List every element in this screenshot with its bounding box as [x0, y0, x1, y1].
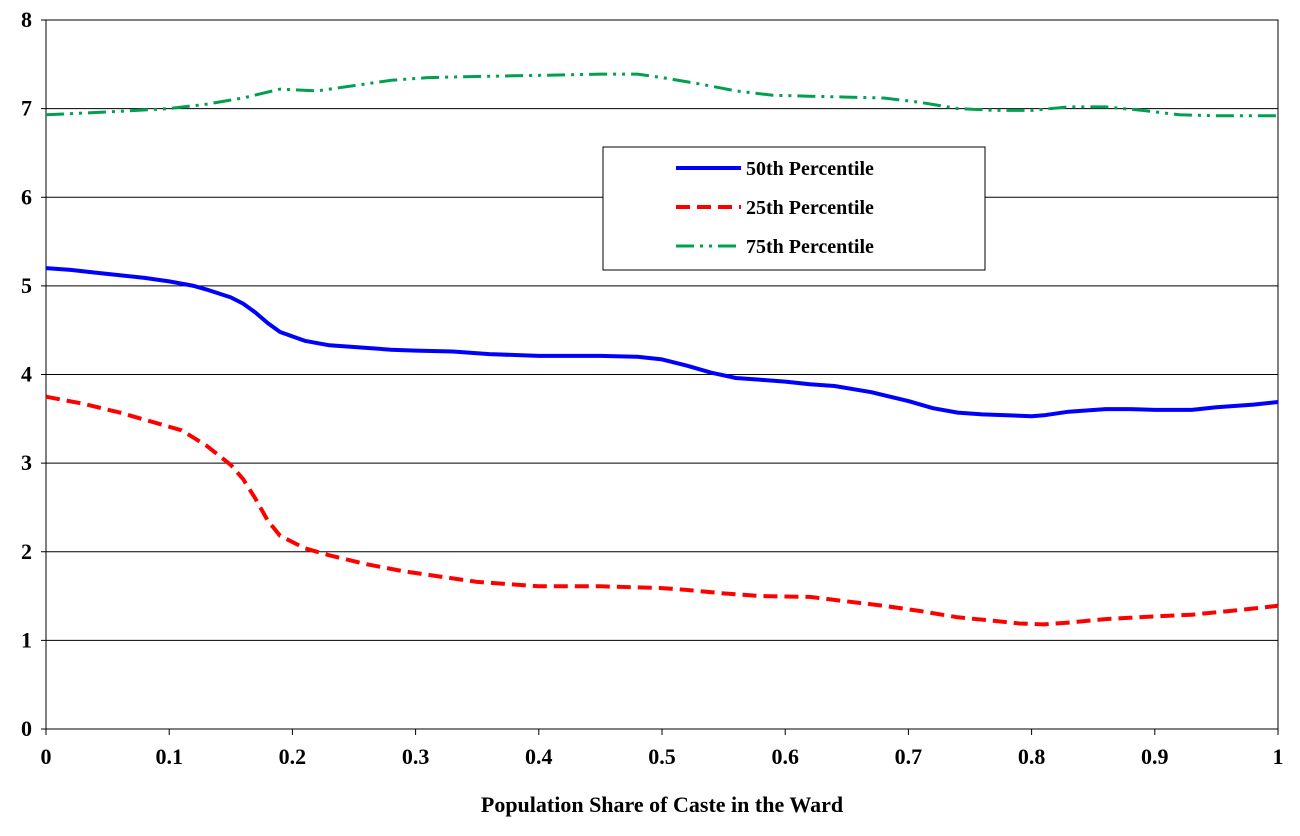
y-tick-label: 2	[21, 539, 32, 564]
legend-box	[602, 146, 986, 271]
x-tick-label: 1	[1273, 744, 1284, 769]
y-tick-label: 8	[21, 7, 32, 32]
series-line-3	[45, 72, 1278, 118]
x-tick-label: 0.4	[525, 744, 553, 769]
x-tick-label: 0.5	[648, 744, 676, 769]
legend-label-3: 75th Percentile	[746, 236, 874, 258]
y-tick-label: 5	[21, 273, 32, 298]
x-tick-label: 0.3	[402, 744, 430, 769]
x-tick-label: 0.9	[1141, 744, 1169, 769]
series-line-2	[45, 394, 1279, 627]
y-tick-label: 1	[21, 627, 32, 652]
axes: 0 1 2 3 4 5 6 7 8 0 0.1 0.2 0.3 0.4 0.5 0.6 0.7 0.8 0.9 1	[21, 7, 1284, 769]
x-axis-title: Population Share of Caste in the Ward	[481, 792, 843, 817]
x-tick-label: 0.8	[1018, 744, 1046, 769]
x-tick-label: 0.7	[895, 744, 923, 769]
plot-frame	[45, 19, 1279, 730]
legend: 50th Percentile 25th Percentile 75th Perce…	[602, 146, 986, 271]
x-tick-label: 0	[41, 744, 52, 769]
y-tick-label: 0	[21, 716, 32, 741]
x-tick-label: 0.1	[155, 744, 183, 769]
series-line-1	[45, 266, 1279, 419]
y-tick-label: 7	[21, 96, 32, 121]
legend-label-1: 50th Percentile	[746, 158, 874, 180]
y-tick-label: 3	[21, 450, 32, 475]
y-tick-label: 6	[21, 184, 32, 209]
x-tick-label: 0.2	[279, 744, 307, 769]
legend-label-2: 25th Percentile	[746, 197, 874, 219]
series-lines	[45, 72, 1279, 627]
y-tick-label: 4	[21, 362, 32, 387]
x-tick-label: 0.6	[771, 744, 799, 769]
